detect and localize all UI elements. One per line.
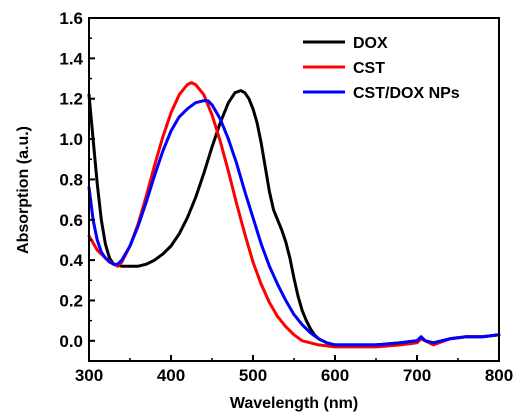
series-line-0 [87,89,501,347]
y-tick-label: 0.0 [59,332,83,351]
x-axis: 300 400 500 600 700 800 [75,355,513,385]
y-axis: 0.0 0.2 0.4 0.6 0.8 1.0 1.2 1.4 1.6 [59,9,95,351]
x-axis-title: Wavelength (nm) [230,395,358,412]
series-line-1 [87,81,501,349]
legend-label-1: CST [353,60,385,77]
y-tick-label: 0.2 [59,291,83,310]
x-tick-label: 600 [321,366,349,385]
y-tick-label: 1.0 [59,130,83,149]
y-axis-title: Absorption (a.u.) [15,126,32,254]
x-tick-label: 300 [75,366,103,385]
y-tick-label: 1.2 [59,90,83,109]
legend: DOX CST CST/DOX NPs [303,35,460,102]
y-tick-label: 0.4 [59,251,83,270]
x-tick-label: 700 [403,366,431,385]
y-tick-label: 1.4 [59,49,83,68]
x-tick-label: 400 [157,366,185,385]
series-line-2 [87,99,501,347]
y-tick-label: 1.6 [59,9,83,28]
y-tick-label: 0.6 [59,211,83,230]
x-tick-label: 500 [239,366,267,385]
legend-label-0: DOX [353,35,388,52]
series-layer [87,81,501,349]
x-tick-label: 800 [485,366,513,385]
y-tick-label: 0.8 [59,170,83,189]
legend-label-2: CST/DOX NPs [353,85,460,102]
